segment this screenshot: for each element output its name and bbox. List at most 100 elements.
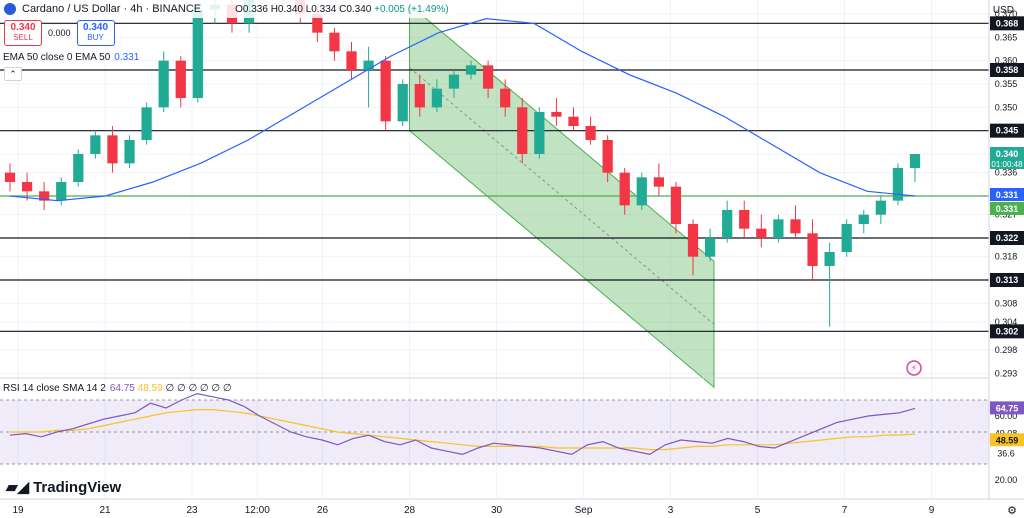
buy-button[interactable]: 0.340 BUY [76,20,115,46]
countdown-tag: 01:00:48 [991,160,1023,169]
rsi-sma-tag-bg [990,433,1024,447]
ema-tag: 0.331 [996,190,1019,200]
settings-gear-icon[interactable]: ⚙ [1007,505,1017,517]
level-tag: 0.322 [996,233,1019,243]
candle [39,182,50,210]
ema-legend-text: EMA 50 close 0 EMA 50 [3,52,111,63]
sell-button[interactable]: 0.340 SELL [4,20,42,46]
time-tick-label: 26 [317,505,329,516]
candle-body [107,135,118,164]
rsi-sma-line [10,409,916,451]
candle-body [892,168,904,201]
symbol-title[interactable]: Cardano / US Dollar · 4h · BINANCE [22,3,202,15]
trade-panel: 0.340 SELL 0.000 0.340 BUY [4,20,115,46]
candle-body [329,32,340,52]
level-tag-bg [990,273,1024,287]
level-tag: 0.358 [996,65,1019,75]
level-tag: 0.345 [996,126,1019,136]
candle [534,107,545,159]
candle-body [4,172,16,182]
candle [380,56,391,131]
candle [73,149,84,187]
candle-body [431,88,443,108]
time-axis: 19 21 23 12:00 26 28 30 Sep 3 5 7 9 [12,505,934,516]
candle-body [670,186,682,224]
candle-body [312,14,323,33]
candle-body [858,214,869,224]
candle-body [141,107,152,140]
price-tags: 0.368 0.358 0.345 0.322 0.313 0.302 0.34001:00… [990,16,1024,447]
candle [397,79,408,126]
level-tag: 0.313 [996,275,1019,285]
candle [687,219,699,276]
candle-body [73,154,84,182]
candles [4,0,921,327]
candle-body [824,252,835,266]
candle [431,79,443,112]
candle-body [653,177,664,187]
level-tag-bg [990,63,1024,77]
candle [892,163,904,206]
time-tick-label: 28 [404,505,416,516]
support-tag: 0.331 [996,204,1019,214]
ema50-line [9,18,916,202]
candle [500,79,511,117]
candle-body [687,224,699,257]
candle [517,98,528,164]
candle [824,242,835,327]
candle [90,130,101,159]
rsi-tick-label: 60.00 [995,411,1018,421]
candle [568,107,579,131]
collapse-legend-button[interactable]: ⌃ [4,67,22,81]
candle-body [21,182,33,192]
candle-body [175,60,186,98]
candle [4,163,16,192]
candle-body [158,60,169,108]
candle-body [739,210,750,229]
candle-body [636,177,647,206]
candle-body [619,172,630,206]
candle-body [500,88,511,108]
candle-body [875,200,886,215]
alert-icon[interactable]: ⚡ [906,360,922,376]
candle [363,46,374,108]
candle [465,60,477,80]
price-tick-label: 0.318 [995,252,1018,262]
time-tick-label: 5 [755,505,761,516]
candle-body [39,191,50,201]
ema-legend-value: 0.331 [114,52,140,63]
currency-label[interactable]: USD [992,5,1014,16]
candle [329,28,340,61]
candle [482,60,494,98]
rsi-sma-tag: 48.59 [996,435,1019,445]
price-tick-label: 0.355 [995,79,1018,89]
buy-price: 0.340 [83,22,109,33]
candle [448,70,460,98]
level-tag-bg [990,16,1024,31]
candle-body [363,60,374,70]
cardano-icon [4,3,16,15]
sell-price: 0.340 [10,22,36,33]
candle-body [602,140,613,173]
candle [192,4,203,103]
candle-body [534,112,545,154]
candle-body [397,84,408,122]
candle [909,154,921,182]
candle-body [346,51,357,70]
rsi-legend[interactable]: RSI 14 close SMA 14 2 64.75 48.59 ∅ ∅ ∅ ∅… [3,383,232,394]
rsi-legend-text: RSI 14 close SMA 14 2 [3,383,106,394]
time-tick-label: 3 [668,505,674,516]
rsi-tag-bg [990,401,1024,415]
candle [124,135,135,168]
candle-body [773,219,784,238]
ema-legend[interactable]: EMA 50 close 0 EMA 50 0.331 [3,52,139,63]
candle [790,205,801,238]
current-price-tag-bg [990,147,1024,169]
support-tag-bg [990,202,1024,215]
candle-body [841,224,852,252]
price-tick-label: 0.308 [995,298,1018,308]
candle [602,135,613,182]
candle [158,51,169,112]
time-tick-label: 12:00 [245,505,270,516]
